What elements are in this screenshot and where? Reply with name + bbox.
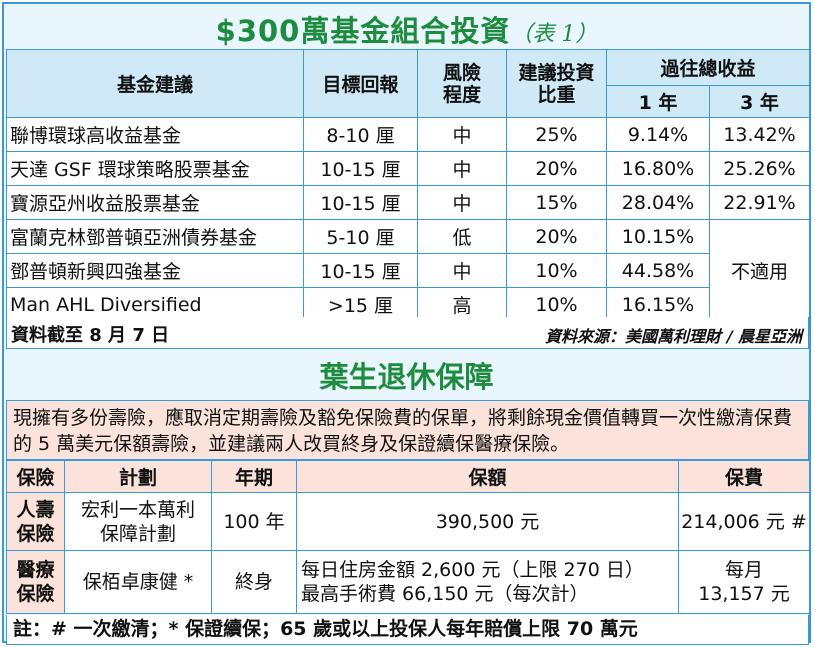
footnote: 註：# 一次繳清；* 保證續保；65 歲或以上投保人每年賠償上限 70 萬元 <box>6 615 809 645</box>
table-row: 醫療保險 保栢卓康健 * 終身 每日住房金額 2,600 元（上限 270 日）… <box>6 550 810 614</box>
insurance-type: 人壽保險 <box>6 492 65 551</box>
fund-name: 天達 GSF 環球策略股票基金 <box>6 151 304 186</box>
header-risk-text: 風險程度 <box>442 61 481 106</box>
header-weight: 建議投資比重 <box>506 49 607 118</box>
fund-name: 富蘭克林鄧普頓亞洲債券基金 <box>6 219 304 254</box>
return-1y: 9.14% <box>606 117 710 152</box>
return-3y: 25.26% <box>708 151 811 186</box>
risk-level: 中 <box>417 253 507 288</box>
return-1y: 16.80% <box>606 151 710 186</box>
header-plan: 計劃 <box>64 460 212 493</box>
header-target-return: 目標回報 <box>303 49 418 118</box>
risk-level: 中 <box>417 185 507 220</box>
table-row: 富蘭克林鄧普頓亞洲債券基金 5-10 厘 低 20% 10.15% 不適用 <box>6 219 811 322</box>
coverage-line: 最高手術費 66,150 元（每次計） <box>301 583 589 605</box>
insurance-table: 保險 計劃 年期 保額 保費 人壽保險 宏利一本萬利保障計劃 100 年 390… <box>6 460 810 614</box>
fund-name: 聯博環球高收益基金 <box>6 117 304 152</box>
coverage-line: 每日住房金額 2,600 元（上限 270 日） <box>301 559 644 581</box>
header-3-year: 3 年 <box>708 85 811 118</box>
weight: 25% <box>506 117 607 152</box>
target-return: 5-10 厘 <box>303 219 418 254</box>
data-source: 資料來源：美國萬利理財 / 晨星亞洲 <box>545 327 802 346</box>
weight: 15% <box>506 185 607 220</box>
coverage: 390,500 元 <box>296 492 679 551</box>
table-row: Man AHL Diversified >15 厘 高 10% 16.15% <box>6 287 810 322</box>
weight: 20% <box>506 219 607 254</box>
insurance-type-text: 人壽保險 <box>16 498 55 545</box>
premium: 每月 13,157 元 <box>678 550 810 614</box>
plan-name-text: 宏利一本萬利保障計劃 <box>80 498 195 545</box>
header-past-return: 過往總收益 <box>605 49 811 86</box>
weight: 10% <box>506 287 607 322</box>
insurance-type-text: 醫療保險 <box>16 559 55 605</box>
table-row: 天達 GSF 環球策略股票基金 10-15 厘 中 20% 16.80% 25.… <box>6 151 811 186</box>
target-return: 10-15 厘 <box>303 151 418 186</box>
weight: 20% <box>506 151 607 186</box>
target-return: 10-15 厘 <box>303 253 418 288</box>
header-fund: 基金建議 <box>6 49 304 118</box>
header-insurance-type: 保險 <box>6 460 65 493</box>
coverage: 每日住房金額 2,600 元（上限 270 日） 最高手術費 66,150 元（… <box>296 550 679 614</box>
table1-title: $300萬基金組合投資（表 1） <box>4 8 809 50</box>
target-return: 8-10 厘 <box>303 117 418 152</box>
return-3y: 22.91% <box>708 185 811 220</box>
table1-title-sub: （表 1） <box>510 22 598 47</box>
return-1y: 28.04% <box>606 185 710 220</box>
plan-name: 保栢卓康健 * <box>64 550 212 614</box>
retirement-title: 葉生退休保障 <box>319 360 494 394</box>
return-3y: 13.42% <box>708 117 811 152</box>
return-1y: 10.15% <box>606 219 710 254</box>
table-row: 人壽保險 宏利一本萬利保障計劃 100 年 390,500 元 214,006 … <box>6 492 810 551</box>
risk-level: 中 <box>417 151 507 186</box>
retirement-description: 現擁有多份壽險，應取消定期壽險及豁免保險費的保單，將剩餘現金價值轉買一次性繳清保… <box>6 400 809 460</box>
data-date: 資料截至 8 月 7 日 <box>11 325 170 346</box>
fund-name: Man AHL Diversified <box>6 287 304 322</box>
header-coverage: 保額 <box>296 460 679 493</box>
return-1y: 16.15% <box>606 287 710 322</box>
not-applicable: 不適用 <box>708 219 811 322</box>
table1-title-main: $300萬基金組合投資 <box>215 14 511 48</box>
header-term: 年期 <box>211 460 297 493</box>
header-weight-text: 建議投資比重 <box>518 61 595 106</box>
fund-name: 鄧普頓新興四強基金 <box>6 253 304 288</box>
term: 終身 <box>211 550 297 614</box>
table-row: 鄧普頓新興四強基金 10-15 厘 中 10% 44.58% <box>6 253 810 288</box>
target-return: 10-15 厘 <box>303 185 418 220</box>
risk-level: 低 <box>417 219 507 254</box>
risk-level: 中 <box>417 117 507 152</box>
table-row: 聯博環球高收益基金 8-10 厘 中 25% 9.14% 13.42% <box>6 117 811 152</box>
weight: 10% <box>506 253 607 288</box>
table1-footer: 資料截至 8 月 7 日 資料來源：美國萬利理財 / 晨星亞洲 <box>6 317 809 349</box>
premium: 214,006 元 # <box>678 492 810 551</box>
header-premium: 保費 <box>678 460 810 493</box>
fund-name: 寶源亞州收益股票基金 <box>6 185 304 220</box>
fund-portfolio-table: 基金建議 目標回報 風險程度 建議投資比重 過往總收益 1 年 3 年 聯博環球… <box>6 49 811 322</box>
term: 100 年 <box>211 492 297 551</box>
table-row: 寶源亞州收益股票基金 10-15 厘 中 15% 28.04% 22.91% <box>6 185 811 220</box>
header-risk-level: 風險程度 <box>417 49 507 118</box>
plan-name: 宏利一本萬利保障計劃 <box>64 492 212 551</box>
return-1y: 44.58% <box>606 253 710 288</box>
header-1-year: 1 年 <box>606 85 710 118</box>
premium-line: 13,157 元 <box>698 583 790 605</box>
premium-line: 每月 <box>724 559 763 581</box>
insurance-type: 醫療保險 <box>6 550 65 614</box>
